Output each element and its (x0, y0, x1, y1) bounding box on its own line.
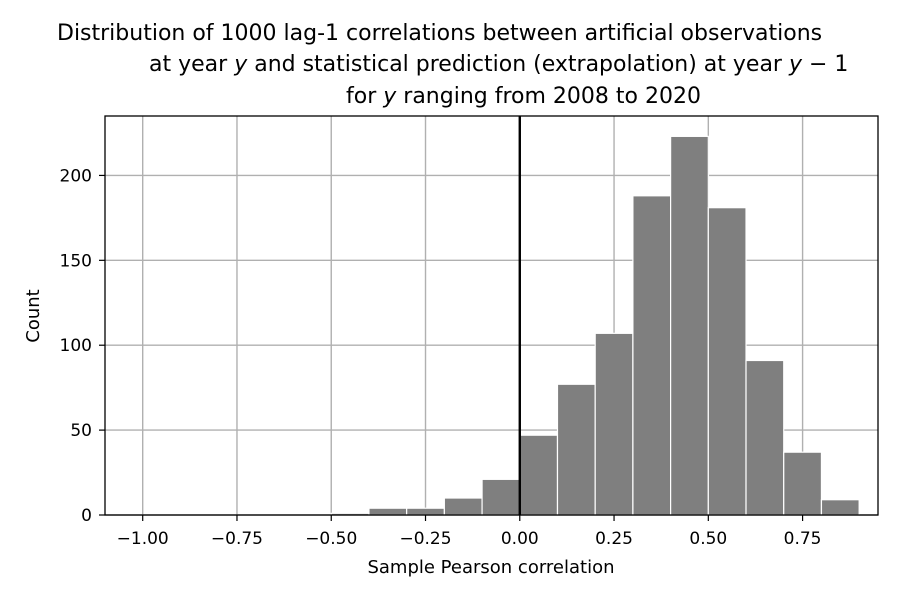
title-line-1: Distribution of 1000 lag-1 correlations … (57, 21, 822, 46)
histogram-bars (330, 135, 860, 516)
y-tick-label: 150 (60, 251, 92, 271)
chart-title: Distribution of 1000 lag-1 correlations … (57, 21, 848, 109)
histogram-bar (670, 135, 709, 516)
title-line-3-pre: for (346, 84, 383, 109)
x-tick-label: −0.25 (399, 529, 451, 549)
x-tick-label: −0.50 (305, 529, 357, 549)
title-line-2-pre: at year (149, 52, 234, 77)
title-line-2-var: y (233, 52, 248, 77)
x-tick-label: 0.75 (784, 529, 822, 549)
histogram-bar (783, 451, 823, 516)
y-axis-label: Count (23, 289, 44, 342)
x-tick-label: −0.75 (211, 529, 263, 549)
y-tick-label: 50 (70, 421, 92, 441)
histogram-bar (406, 507, 445, 516)
x-tick-label: 0.25 (595, 529, 633, 549)
title-line-2-tail: − 1 (802, 52, 848, 77)
histogram-bar (745, 359, 785, 516)
x-tick-label: −1.00 (117, 529, 169, 549)
title-line-3: for y ranging from 2008 to 2020 (346, 84, 701, 109)
title-line-3-post: ranging from 2008 to 2020 (396, 84, 701, 109)
title-line-2: at year y and statistical prediction (ex… (149, 52, 848, 77)
histogram-bar (594, 332, 634, 516)
x-axis-label: Sample Pearson correlation (367, 557, 614, 578)
y-axis: 0 50 100 150 200 (60, 166, 105, 526)
x-tick-label: 0.50 (689, 529, 727, 549)
title-line-3-var: y (382, 84, 397, 109)
title-line-2-post: and statistical prediction (extrapolatio… (247, 52, 789, 77)
histogram-bar (707, 207, 747, 516)
histogram-bar (368, 507, 408, 516)
y-tick-label: 100 (60, 336, 92, 356)
histogram-bar (632, 195, 672, 516)
y-tick-label: 200 (60, 166, 92, 186)
x-tick-label: 0.00 (501, 529, 539, 549)
plot-area-frame (104, 115, 879, 516)
histogram-bar (556, 383, 596, 516)
title-line-2-var2: y (788, 52, 803, 77)
histogram-bar (519, 434, 559, 516)
y-tick-label: 0 (81, 506, 92, 526)
histogram-bar (481, 478, 521, 516)
histogram-bar (443, 497, 483, 516)
x-axis: −1.00 −0.75 −0.50 −0.25 0.00 0.25 0.50 0.75 (117, 515, 822, 549)
histogram-bar (820, 499, 860, 516)
